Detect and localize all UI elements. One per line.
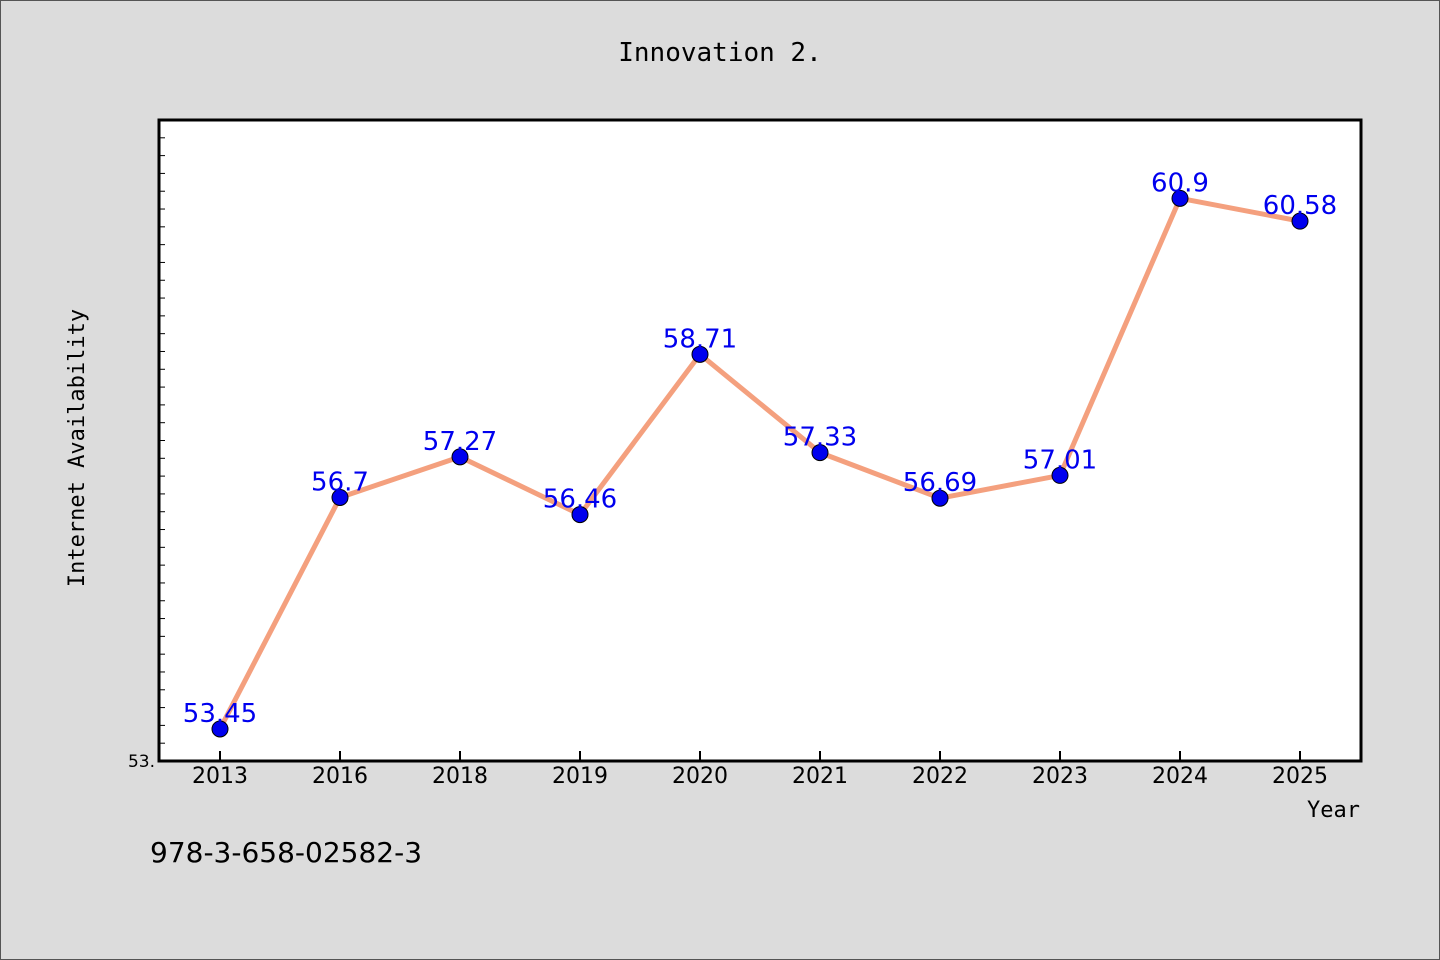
x-tick-label: 2024 [1152,764,1208,789]
data-point [451,448,469,466]
data-point [931,489,949,507]
plot-area [157,118,1363,763]
data-point [1051,466,1069,484]
x-tick-label: 2020 [672,764,728,789]
x-tick-label: 2023 [1032,764,1088,789]
data-labels: 53.45 56.7 57.27 56.46 58.71 57.33 56.69 57.01 6… [183,168,1337,729]
x-tick-label: 2021 [792,764,848,789]
data-point [691,345,709,363]
data-label: 57.01 [1023,445,1097,475]
data-label: 58.71 [663,324,737,354]
chart-title: Innovation 2. [618,38,822,68]
data-point [571,506,589,524]
data-point [1171,189,1189,207]
data-point [1291,212,1309,230]
data-point [331,488,349,506]
x-axis-label: Year [1307,798,1360,823]
data-label: 56.7 [311,467,369,497]
x-tick-label: 2013 [192,764,248,789]
footer-text: 978-3-658-02582-3 [150,836,422,869]
data-label: 56.46 [543,485,617,515]
data-point [811,444,829,462]
x-axis-ticks [219,751,1301,761]
x-tick-label: 2022 [912,764,968,789]
series-line [217,195,1301,731]
x-tick-label: 2018 [432,764,488,789]
data-label: 60.9 [1151,168,1209,198]
data-label: 57.33 [783,423,857,453]
y-axis-label: Internet Availability [65,309,90,587]
data-label: 53.45 [183,699,257,729]
series-markers [211,189,1309,738]
x-tick-label: 2016 [312,764,368,789]
data-label: 56.69 [903,468,977,498]
y-tick-label: 53. [128,752,155,772]
data-point [211,720,229,738]
x-tick-label: 2019 [552,764,608,789]
data-label: 57.27 [423,427,497,457]
data-label: 60.58 [1263,191,1337,221]
x-tick-label: 2025 [1272,764,1328,789]
x-axis-tick-labels: 2013 2016 2018 2019 2020 2021 2022 2023 2024 2025 [192,764,1328,789]
y-axis-ticks [159,119,165,762]
